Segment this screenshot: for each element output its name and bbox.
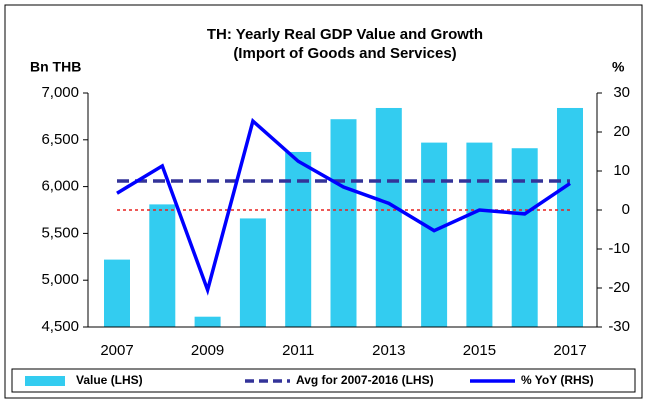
bar: [466, 142, 493, 327]
y2-tick-label: -10: [608, 240, 630, 257]
x-tick-label: 2011: [282, 342, 314, 359]
line-series: [116, 117, 571, 296]
legend-label: Avg for 2007-2016 (LHS): [296, 373, 434, 387]
bar: [285, 151, 312, 327]
bar: [239, 218, 266, 327]
y-tick-label: 6,500: [41, 131, 79, 148]
bar: [104, 259, 130, 327]
y2-axis-label: %: [612, 59, 625, 75]
y-axis-label: Bn THB: [30, 59, 81, 75]
y2-tick-label: -20: [608, 279, 630, 296]
x-tick-label: 2013: [372, 342, 405, 359]
y2-tick-label: 30: [613, 84, 630, 101]
legend-swatch: [25, 376, 65, 386]
x-tick-label: 2015: [463, 342, 496, 359]
y-tick-label: 4,500: [41, 318, 79, 335]
bar: [149, 204, 176, 327]
y2-tick-label: 10: [613, 162, 630, 179]
y-tick-label: 5,500: [41, 224, 79, 241]
y2-tick-label: 20: [613, 123, 630, 140]
y-tick-label: 7,000: [41, 84, 79, 101]
x-tick-label: 2007: [100, 342, 133, 359]
bar: [421, 142, 448, 327]
legend-label: % YoY (RHS): [521, 373, 594, 387]
y-tick-label: 6,000: [41, 178, 79, 195]
x-tick-label: 2017: [553, 342, 586, 359]
y2-tick-label: 0: [622, 201, 630, 218]
bar: [330, 119, 357, 327]
chart-title: TH: Yearly Real GDP Value and Growth: [207, 26, 483, 43]
bar: [375, 107, 402, 327]
bar: [511, 148, 538, 327]
chart-subtitle: (Import of Goods and Services): [233, 45, 456, 62]
chart-frame: [4, 4, 643, 399]
legend-label: Value (LHS): [76, 373, 143, 387]
y2-tick-label: -30: [608, 318, 630, 335]
y-tick-label: 5,000: [41, 271, 79, 288]
bar: [194, 316, 221, 327]
x-tick-label: 2009: [191, 342, 224, 359]
bar: [557, 107, 583, 327]
legend-box: [11, 368, 636, 393]
